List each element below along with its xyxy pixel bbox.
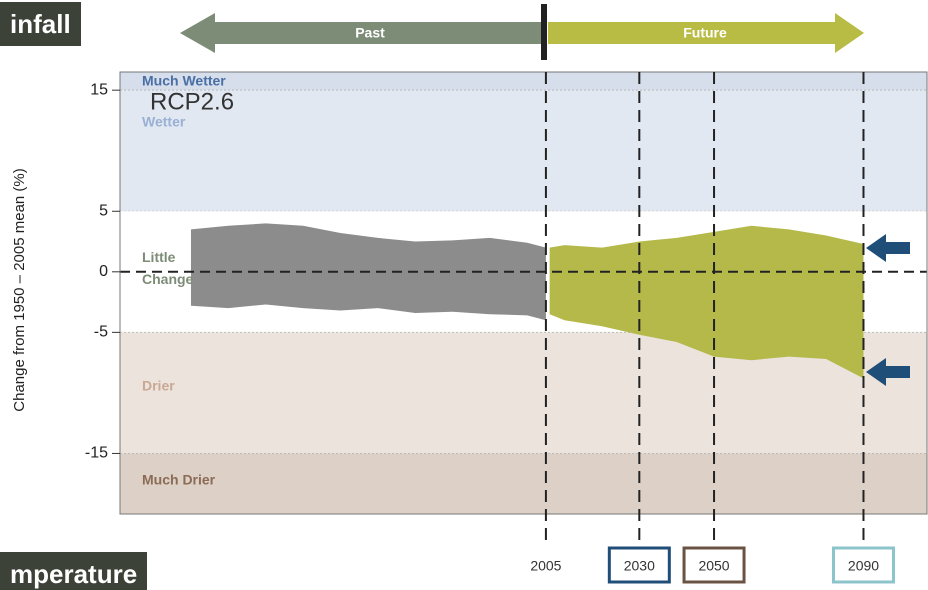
region [120, 90, 927, 212]
y-tick-label: -5 [94, 324, 108, 341]
header-top: infall [0, 2, 81, 46]
region-label: Much Wetter [142, 73, 226, 89]
region-label: Drier [142, 378, 175, 394]
past-arrow [180, 13, 541, 53]
region [120, 72, 927, 91]
y-tick-label: -15 [85, 445, 108, 462]
x-tick-box [682, 546, 746, 584]
region [120, 453, 927, 514]
pointer-arrow [866, 358, 910, 386]
y-tick-label: 0 [99, 263, 108, 280]
divider [541, 4, 547, 60]
plot-frame [119, 71, 928, 515]
region-label: Much Drier [142, 471, 216, 487]
past-label: Past [355, 25, 385, 41]
plot: Much Wetter Wetter Drier Much Drier 15 5 0 -5 -1… [85, 71, 928, 584]
header-bottom: mperature [0, 552, 148, 590]
chart-title: RCP2.6 [150, 88, 234, 115]
band [549, 225, 864, 379]
y-axis-label: Change from 1950 – 2005 mean (%) [11, 168, 28, 411]
x-tick-label: 2005 [530, 558, 561, 574]
x-tick-box [607, 546, 671, 584]
x-tick-label: 2030 [624, 558, 655, 574]
pointer-arrow [866, 234, 910, 262]
region-label: Little Change [142, 249, 194, 287]
region-label: Wetter [142, 114, 186, 130]
future-label: Future [683, 25, 727, 41]
x-tick-label: 2050 [698, 558, 729, 574]
y-tick-label: 5 [99, 202, 108, 219]
x-tick-box [831, 546, 895, 584]
future-arrow [548, 13, 864, 53]
x-tick-label: 2090 [848, 558, 879, 574]
y-tick-label: 15 [90, 81, 108, 98]
